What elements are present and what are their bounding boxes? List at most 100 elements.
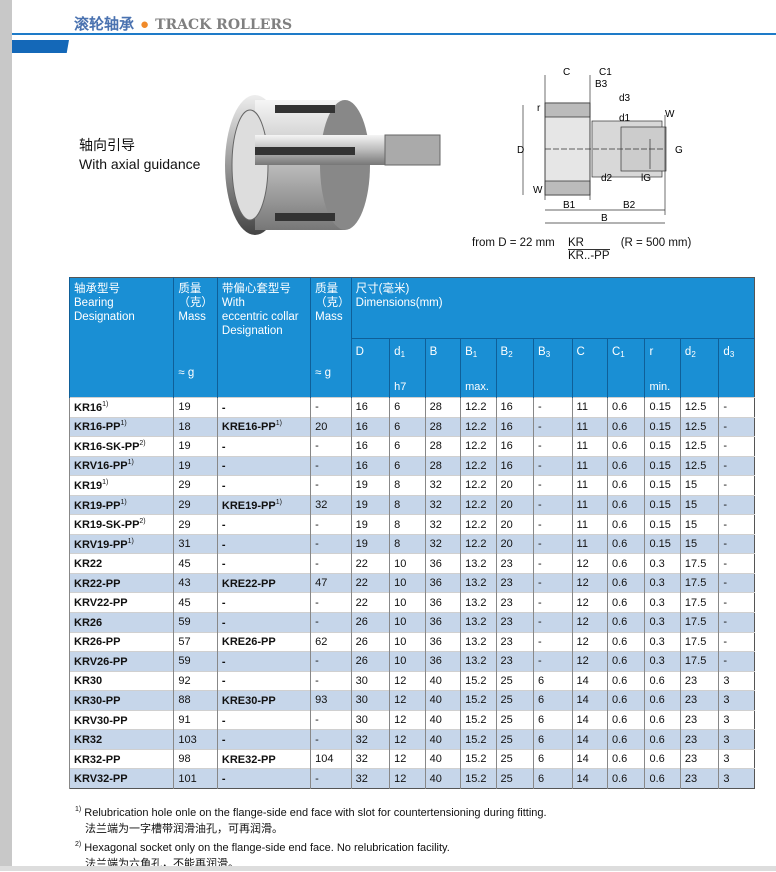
cell-eccentric: - [217,671,310,691]
cell-dim: 40 [425,769,460,789]
cell-dim: 15.2 [461,769,496,789]
cell-designation: KR16-PP1) [70,417,174,437]
header-dim-C: C [572,339,607,398]
cell-dim: - [534,534,573,554]
cell-dim: - [719,515,755,535]
cell-dim: 17.5 [680,573,719,593]
cell-dim: 30 [351,671,390,691]
cell-dim: 0.6 [607,573,644,593]
cell-dim: 12.2 [461,476,496,496]
cell-dim: 12 [572,613,607,633]
cell-dim: 15.2 [461,691,496,711]
cell-dim: 11 [572,495,607,515]
cell-dim: 14 [572,730,607,750]
cell-dim: 3 [719,710,755,730]
cell-dim: 6 [534,769,573,789]
cell-dim: 12.2 [461,515,496,535]
cell-dim: - [534,613,573,633]
cell-dim: 0.15 [645,515,680,535]
cell-eccentric-mass: 20 [311,417,352,437]
cell-mass: 29 [174,515,218,535]
cell-designation: KR19-PP1) [70,495,174,515]
cell-dim: 30 [351,710,390,730]
cell-dim: 20 [496,534,533,554]
header-mass: 质量（克）Mass≈ g [174,278,218,398]
cell-dim: - [534,554,573,574]
cell-dim: 8 [390,476,425,496]
cell-dim: 12 [572,573,607,593]
cell-dim: 22 [351,554,390,574]
cell-mass: 98 [174,749,218,769]
cell-mass: 57 [174,632,218,652]
cell-dim: 25 [496,691,533,711]
cell-dim: 16 [351,456,390,476]
cell-eccentric-mass: - [311,769,352,789]
cell-dim: 16 [496,398,533,418]
cell-dim: 36 [425,554,460,574]
cell-dim: 0.3 [645,554,680,574]
label-W-bottom: W [533,185,543,196]
cell-dim: 12 [572,554,607,574]
cell-designation: KRV26-PP [70,652,174,672]
cell-dim: 15 [680,515,719,535]
cell-dim: 16 [496,456,533,476]
cell-mass: 31 [174,534,218,554]
cell-dim: - [534,593,573,613]
cell-dim: - [534,437,573,457]
cell-dim: 0.6 [607,671,644,691]
cell-dim: 13.2 [461,613,496,633]
cell-dim: 26 [351,613,390,633]
header-tab-marker [12,40,69,53]
cell-dim: 3 [719,671,755,691]
cell-dim: 32 [425,495,460,515]
cell-dim: 11 [572,476,607,496]
cell-dim: 0.15 [645,495,680,515]
note-numerator: KR [568,237,610,250]
cell-dim: 0.6 [645,691,680,711]
cell-dim: 12.2 [461,534,496,554]
cell-dim: 13.2 [461,554,496,574]
cell-dim: 6 [534,710,573,730]
header-dim-d3: d3 [719,339,755,398]
label-d2: d2 [601,173,613,184]
footnote-2: 2) Hexagonal socket only on the flange-s… [75,837,547,857]
label-lG: lG [641,173,651,184]
cell-designation: KRV30-PP [70,710,174,730]
cell-dim: 11 [572,456,607,476]
guidance-label: 轴向引导 With axial guidance [79,136,200,174]
cell-dim: 20 [496,476,533,496]
cell-designation: KR22-PP [70,573,174,593]
cell-dim: 12.2 [461,456,496,476]
cell-dim: 25 [496,749,533,769]
header-title-cn: 滚轮轴承 [74,16,134,33]
cell-dim: 0.3 [645,652,680,672]
cell-dim: 12.2 [461,437,496,457]
cell-dim: 0.15 [645,437,680,457]
cell-eccentric: KRE22-PP [217,573,310,593]
cell-mass: 59 [174,613,218,633]
cell-dim: - [719,573,755,593]
cell-dim: 0.6 [645,710,680,730]
cell-dim: 28 [425,417,460,437]
cell-dim: 0.15 [645,398,680,418]
cell-dim: 3 [719,749,755,769]
cell-eccentric: KRE19-PP1) [217,495,310,515]
cell-mass: 18 [174,417,218,437]
header-rule [12,33,776,35]
cell-mass: 103 [174,730,218,750]
cell-dim: 6 [390,437,425,457]
cell-dim: 28 [425,398,460,418]
cell-designation: KR26 [70,613,174,633]
cell-dim: 17.5 [680,652,719,672]
cell-dim: 40 [425,749,460,769]
cell-dim: - [719,437,755,457]
cell-eccentric: KRE16-PP1) [217,417,310,437]
cell-designation: KR16-SK-PP2) [70,437,174,457]
cell-dim: 36 [425,632,460,652]
